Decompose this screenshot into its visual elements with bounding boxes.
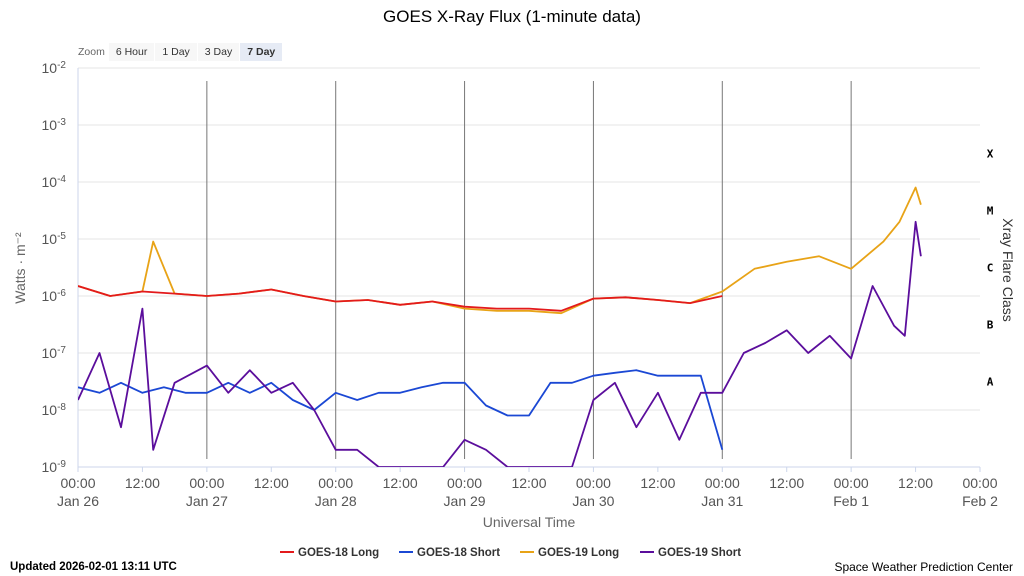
x-tick-time-label: 00:00 <box>60 475 95 491</box>
x-tick-date-label: Jan 31 <box>701 493 743 509</box>
legend-label-goes-19-short: GOES-19 Short <box>658 547 741 559</box>
x-tick-date-label: Feb 1 <box>833 493 869 509</box>
y-tick-label: 10-6 <box>42 288 67 304</box>
series-line-goes-19-short <box>78 220 922 467</box>
x-tick-time-label: 00:00 <box>318 475 353 491</box>
x-tick-time-label: 00:00 <box>189 475 224 491</box>
chart-title: GOES X-Ray Flux (1-minute data) <box>383 7 641 26</box>
y-tick-label: 10-8 <box>42 402 67 418</box>
y-axis-title: Watts · m⁻² <box>12 232 28 304</box>
x-tick-time-label: 12:00 <box>898 475 933 491</box>
series-line-goes-19-long <box>78 186 922 315</box>
zoom-bar: Zoom 6 Hour 1 Day 3 Day 7 Day <box>78 42 283 62</box>
updated-timestamp: Updated 2026-02-01 13:11 UTC <box>10 561 177 573</box>
flare-class-label: M <box>987 205 994 218</box>
y-tick-label: 10-5 <box>42 231 67 247</box>
x-tick-date-label: Jan 30 <box>572 493 614 509</box>
x-tick-time-label: 12:00 <box>383 475 418 491</box>
series-line-goes-18-long <box>78 285 723 312</box>
x-tick-time-label: 12:00 <box>511 475 546 491</box>
x-tick-time-label: 00:00 <box>447 475 482 491</box>
y-tick-label: 10-4 <box>42 174 67 190</box>
y-tick-label: 10-2 <box>42 60 67 76</box>
x-tick-time-label: 00:00 <box>576 475 611 491</box>
legend-label-goes-18-long: GOES-18 Long <box>298 547 379 559</box>
series-line-goes-18-short <box>78 369 724 451</box>
right-axis-title: Xray Flare Class <box>1000 218 1016 321</box>
x-tick-time-label: 12:00 <box>640 475 675 491</box>
x-tick-time-label: 00:00 <box>834 475 869 491</box>
y-tick-label: 10-9 <box>42 459 67 475</box>
x-tick-date-label: Jan 26 <box>57 493 99 509</box>
zoom-label: Zoom <box>78 46 105 58</box>
x-tick-time-label: 00:00 <box>705 475 740 491</box>
flare-class-label: C <box>987 262 994 275</box>
flare-class-label: A <box>987 376 994 389</box>
x-tick-date-label: Feb 2 <box>962 493 998 509</box>
x-tick-date-label: Jan 27 <box>186 493 228 509</box>
x-tick-time-label: 12:00 <box>125 475 160 491</box>
legend-label-goes-18-short: GOES-18 Short <box>417 547 500 559</box>
flare-class-label: X <box>987 148 994 161</box>
credit-text: Space Weather Prediction Center <box>834 560 1013 574</box>
x-tick-date-label: Jan 28 <box>315 493 357 509</box>
zoom-6-hour-button[interactable]: 6 Hour <box>108 43 155 61</box>
zoom-3-day-button[interactable]: 3 Day <box>197 43 240 61</box>
zoom-1-day-button[interactable]: 1 Day <box>155 43 197 61</box>
flare-class-label: B <box>987 319 994 332</box>
x-tick-time-label: 12:00 <box>769 475 804 491</box>
x-axis-title: Universal Time <box>483 514 576 530</box>
legend-label-goes-19-long: GOES-19 Long <box>538 547 619 559</box>
zoom-7-day-button[interactable]: 7 Day <box>240 43 283 61</box>
y-tick-label: 10-7 <box>42 345 67 361</box>
x-tick-time-label: 00:00 <box>962 475 997 491</box>
x-tick-time-label: 12:00 <box>254 475 289 491</box>
x-tick-date-label: Jan 29 <box>444 493 486 509</box>
y-tick-label: 10-3 <box>42 117 67 133</box>
